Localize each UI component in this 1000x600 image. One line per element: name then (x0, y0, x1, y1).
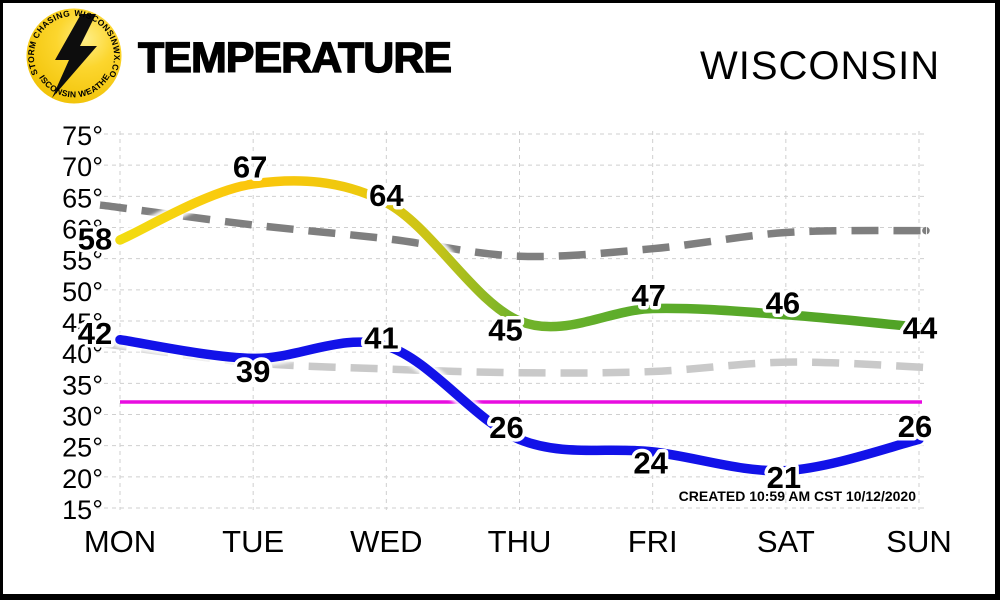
forecast-high-line (115, 176, 924, 332)
forecast-low-value-sun: 26 (898, 409, 932, 444)
created-timestamp: CREATED 10:59 AM CST 10/12/2020 (679, 488, 917, 504)
day-label-wed: WED (350, 524, 422, 559)
y-tick-label: 40° (62, 339, 103, 369)
day-label-tue: TUE (222, 524, 284, 559)
forecast-high-value-sat: 46 (766, 285, 800, 320)
forecast-high-value-mon: 58 (78, 221, 112, 256)
forecast-high-value-sun: 44 (903, 311, 938, 346)
y-tick-label: 30° (62, 402, 103, 432)
day-label-sun: SUN (886, 524, 951, 559)
day-label-mon: MON (84, 524, 156, 559)
page-title: TEMPERATURE (137, 33, 452, 82)
y-tick-label: 20° (62, 464, 103, 494)
forecast-low-value-sat: 21 (767, 460, 801, 495)
y-tick-label: 45° (62, 308, 103, 338)
y-tick-label: 25° (62, 433, 103, 463)
day-label-thu: THU (488, 524, 552, 559)
forecast-high-value-tue: 67 (233, 149, 267, 184)
forecast-low-value-thu: 26 (489, 410, 523, 445)
normal-high-line (99, 201, 935, 261)
day-label-sat: SAT (757, 524, 815, 559)
region-label: WISCONSIN (700, 44, 941, 88)
forecast-low-value-wed: 41 (364, 320, 398, 355)
y-tick-label: 65° (62, 183, 103, 213)
forecast-low-value-fri: 24 (633, 445, 668, 480)
forecast-low-value-tue: 39 (236, 354, 270, 389)
lightning-bolt-icon (52, 14, 97, 98)
forecast-high-value-thu: 45 (488, 313, 522, 348)
forecast-low-line (115, 334, 924, 476)
y-tick-label: 55° (62, 246, 103, 276)
forecast-low-value-mon: 42 (78, 316, 112, 351)
y-grid: 75°70°65°60°55°50°45°40°35°30°25°20°15° (62, 121, 928, 525)
y-tick-label: 15° (62, 495, 103, 525)
forecast-high-value-fri: 47 (631, 278, 665, 313)
day-label-fri: FRI (628, 524, 678, 559)
y-tick-label: 60° (62, 215, 103, 245)
forecast-high-value-wed: 64 (369, 178, 404, 213)
y-tick-label: 35° (62, 370, 103, 400)
brand-logo: STORM CHASING WISCONSINWX.COM WISCONSIN … (24, 6, 122, 104)
y-tick-label: 75° (62, 121, 103, 151)
y-tick-label: 50° (62, 277, 103, 307)
y-tick-label: 70° (62, 152, 103, 182)
